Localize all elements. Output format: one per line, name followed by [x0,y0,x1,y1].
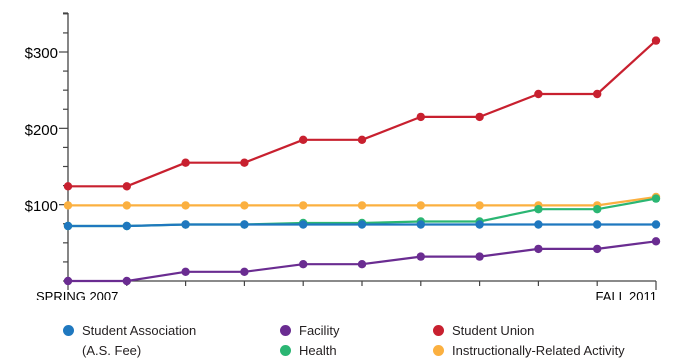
data-point-instructionally-related-activity [475,201,484,210]
legend-marker [433,345,444,356]
data-point-student-association [651,220,661,229]
data-point-health [593,205,602,214]
data-point-student-union [475,112,484,122]
data-point-health [651,194,661,203]
data-point-student-union [534,89,543,99]
data-point-instructionally-related-activity [416,201,425,210]
data-point-student-union [299,135,308,144]
data-point-student-union [651,36,661,45]
data-point-student-association [181,220,190,229]
y-tick-label-300: $300 [25,45,58,62]
data-point-instructionally-related-activity [181,201,190,210]
data-point-student-association [475,220,484,229]
data-point-facility [416,252,425,261]
data-point-health [534,205,543,214]
axes [59,12,657,290]
data-point-facility [651,237,661,246]
data-point-facility [534,244,543,254]
data-point-instructionally-related-activity [63,201,73,210]
line-chart: $300 $200 $100 SPRING 2007 FALL 2011 [25,12,661,300]
data-point-instructionally-related-activity [122,201,131,210]
data-point-student-union [181,158,190,167]
legend-label: Instructionally-Related Activity [452,343,625,358]
data-point-student-union [63,182,73,191]
legend-marker [280,325,291,336]
data-point-facility [181,267,190,276]
data-point-facility [63,276,73,286]
data-point-facility [357,260,367,269]
data-point-student-association [593,220,602,229]
data-point-student-association [534,220,543,229]
data-point-student-association [299,220,308,229]
data-point-instructionally-related-activity [299,201,308,210]
x-tick-label-end: FALL 2011 [596,289,657,300]
data-point-student-association [63,221,73,231]
legend-label: Student Association [82,323,197,338]
data-point-student-association [122,221,131,231]
data-point-instructionally-related-activity [357,201,367,210]
data-point-student-union [357,135,367,144]
y-tick-label-200: $200 [25,122,58,139]
data-point-student-union [416,112,425,122]
data-point-student-union [122,182,131,191]
legend-label-line2: (A.S. Fee) [82,343,142,358]
data-point-facility [122,276,131,286]
data-point-instructionally-related-activity [240,201,249,210]
legend-label: Student Union [452,323,535,338]
data-points [63,36,661,286]
legend-marker [280,345,291,356]
legend-label: Facility [299,323,340,338]
legend-marker [433,325,444,336]
x-tick-label-start: SPRING 2007 [36,289,118,300]
data-point-facility [593,244,602,254]
data-point-student-association [416,220,425,229]
data-point-facility [240,267,249,276]
data-point-student-association [357,220,367,229]
series-line-student-union [68,39,657,188]
data-point-student-association [240,220,249,229]
legend-label: Health [299,343,337,358]
data-point-facility [299,260,308,269]
y-tick-label-100: $100 [25,198,58,215]
data-point-student-union [240,158,249,167]
data-point-student-union [593,89,602,99]
legend-marker [63,325,74,336]
series-lines [68,39,657,283]
data-point-facility [475,252,484,261]
